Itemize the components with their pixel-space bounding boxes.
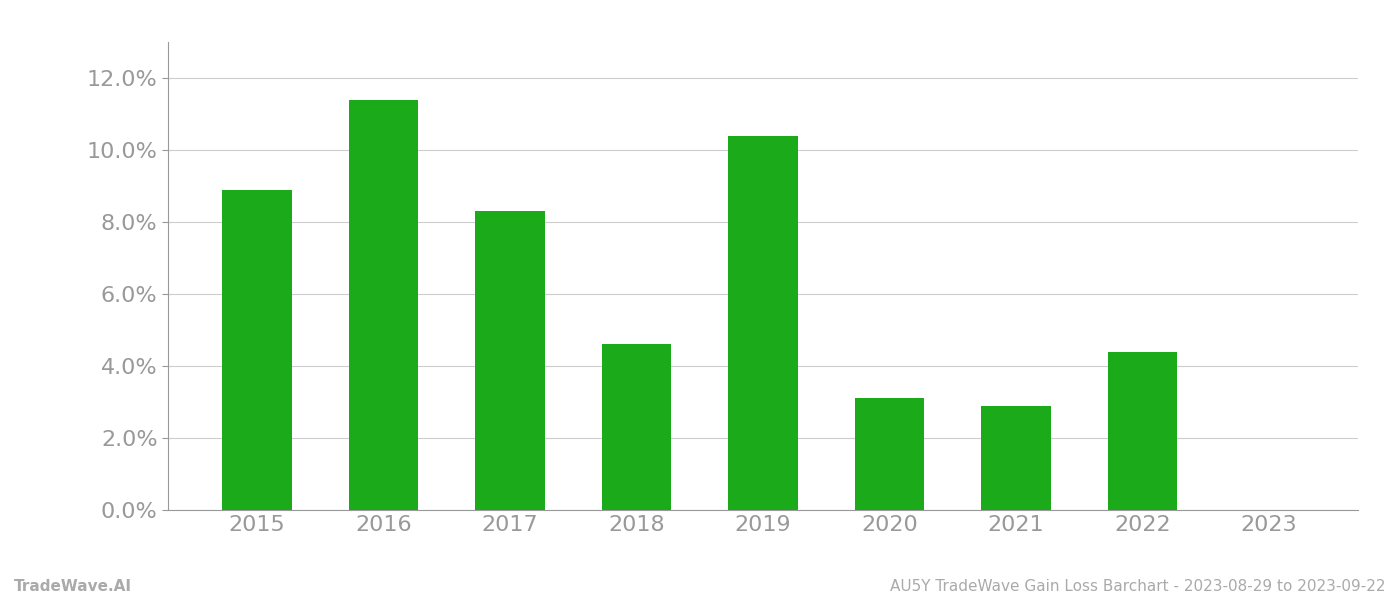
Text: AU5Y TradeWave Gain Loss Barchart - 2023-08-29 to 2023-09-22: AU5Y TradeWave Gain Loss Barchart - 2023… (890, 579, 1386, 594)
Bar (475, 211, 545, 510)
Bar (728, 136, 798, 510)
Bar (855, 398, 924, 510)
Bar (349, 100, 419, 510)
Bar (602, 344, 671, 510)
Bar (981, 406, 1051, 510)
Bar (223, 190, 291, 510)
Bar (1107, 352, 1177, 510)
Text: TradeWave.AI: TradeWave.AI (14, 579, 132, 594)
